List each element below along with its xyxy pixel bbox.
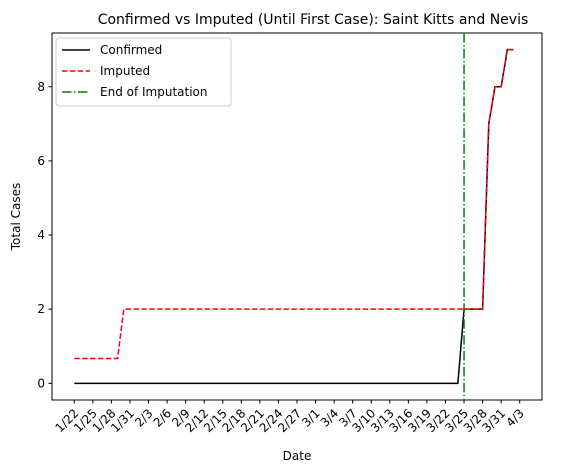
chart-title: Confirmed vs Imputed (Until First Case):… <box>98 12 529 28</box>
y-tick-label: 8 <box>37 80 45 94</box>
legend-label: Imputed <box>100 64 150 78</box>
y-tick-label: 0 <box>37 376 45 390</box>
x-tick-label: 4/3 <box>503 406 527 430</box>
y-axis: 0 2 4 6 8 <box>37 80 52 390</box>
legend: Confirmed Imputed End of Imputation <box>55 37 232 107</box>
y-tick-label: 4 <box>37 228 45 242</box>
legend-box <box>55 37 232 107</box>
series-layer <box>74 33 514 400</box>
x-axis: 1/221/251/281/312/32/62/92/122/152/182/2… <box>52 400 527 435</box>
y-tick-label: 6 <box>37 154 45 168</box>
legend-label: Confirmed <box>100 43 162 57</box>
legend-label: End of Imputation <box>100 85 208 99</box>
x-axis-label: Date <box>283 449 312 463</box>
y-tick-label: 2 <box>37 302 45 316</box>
series-line-imputed <box>74 48 514 360</box>
y-axis-label: Total Cases <box>9 183 23 251</box>
